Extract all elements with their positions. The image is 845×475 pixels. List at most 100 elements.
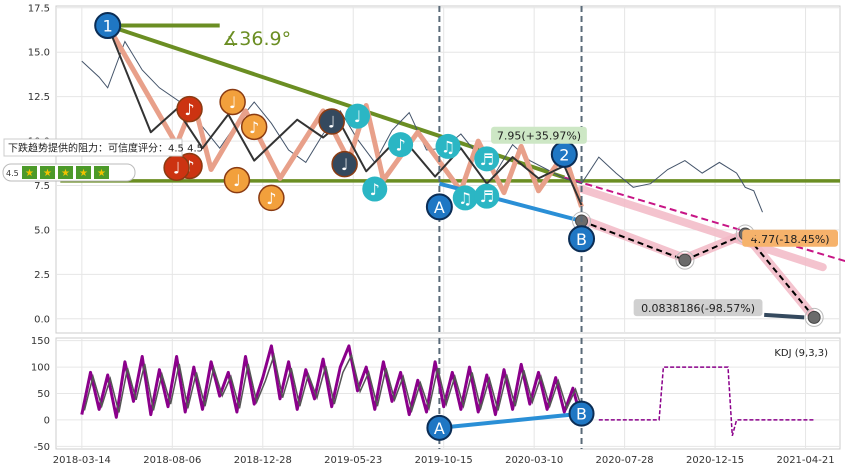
rating-star-box (76, 166, 91, 179)
zigzag-trend-line (106, 25, 583, 206)
note-marker-glyph: ♫ (441, 137, 455, 156)
mid-label-arrow (747, 232, 761, 241)
note-marker-circle (258, 184, 285, 212)
x-tick-label: 2018-12-28 (234, 455, 292, 466)
peak-label: 7.95(+35.97%) (491, 126, 587, 144)
projection-point-ring (675, 250, 695, 270)
note-marker-circle (176, 95, 203, 123)
price-y-tick-label: 2.5 (34, 270, 50, 281)
note-marker-circle (435, 133, 461, 159)
note-marker-glyph: ♩ (328, 113, 336, 132)
mid-label-bg (742, 229, 838, 247)
note-marker-circle (240, 113, 268, 141)
price-y-tick-label: 17.5 (28, 3, 50, 14)
kdj-y-tick-label: 100 (31, 363, 50, 374)
rating-badge: 4.5 ★ ★ ★ ★ ★ (2, 163, 136, 182)
price-y-tick-label: 5.0 (34, 225, 50, 236)
resistance-note-bg (3, 138, 183, 157)
wave-marker-circle (94, 12, 122, 40)
zigzag-wave-line (105, 24, 584, 208)
peak-label-text: 7.95(+35.97%) (497, 130, 581, 143)
x-tick-label: 2021-04-21 (776, 455, 834, 466)
x-tick-label: 2019-10-15 (415, 455, 473, 466)
kdj-y-tick-label: 0 (44, 415, 50, 426)
note-marker: ♩ (219, 88, 246, 116)
rating-star-icon: ★ (61, 168, 70, 179)
note-marker-circle (223, 166, 251, 194)
note-marker: ♫ (435, 133, 461, 159)
note-marker-glyph: ♬ (480, 150, 494, 169)
note-marker-circle (474, 146, 500, 172)
kdj-marker-label: A (434, 419, 445, 438)
wave-marker-label: A (434, 198, 445, 217)
note-marker-glyph: ♪ (266, 189, 276, 208)
note-marker: ♪ (388, 132, 414, 158)
note-marker: ♩ (331, 150, 358, 178)
note-marker: ♩ (345, 103, 371, 129)
kdj-marker-circle (426, 414, 453, 441)
rating-badge-value: 4.5 (6, 169, 19, 178)
note-marker-glyph: ♪ (370, 180, 380, 199)
kdj-y-tick-label: -50 (34, 442, 50, 453)
rating-star-box (58, 166, 73, 179)
kdj-legend: KDJ (9,3,3) (774, 348, 828, 359)
note-marker-circle (318, 108, 345, 135)
projection-point (678, 253, 692, 267)
kdj-d-line (83, 352, 585, 415)
note-marker-circle (345, 103, 371, 129)
mid-label-text: 4.77(-18.45%) (751, 233, 830, 246)
peak-label-bg (491, 126, 587, 144)
low-label-bg (633, 299, 763, 317)
kdj-ab-line (439, 411, 582, 430)
price-y-tick-label: 0.0 (34, 314, 50, 325)
low-label: 0.0838186(-98.57%) (633, 299, 763, 317)
wave-marker-label: 1 (103, 17, 113, 36)
x-tick-label: 2020-07-28 (596, 455, 654, 466)
price-y-tick-label: 7.5 (34, 181, 50, 192)
note-marker: ♪ (258, 184, 285, 212)
wave-marker-circle (425, 193, 453, 221)
rating-star-icon: ★ (79, 168, 88, 179)
note-marker: ♬ (474, 183, 500, 209)
mid-label: 4.77(-18.45%) (742, 229, 838, 247)
kdj-marker: A (426, 414, 453, 441)
kdj-marker-label: B (576, 405, 587, 424)
note-marker-glyph: ♫ (458, 189, 472, 208)
resistance-projection (564, 176, 845, 263)
price-y-tick-label: 15.0 (28, 48, 50, 59)
note-marker: ♫ (452, 185, 478, 211)
wave-marker-label: B (576, 230, 587, 249)
kdj-marker: B (568, 400, 595, 427)
note-marker: ♩ (163, 154, 190, 181)
note-marker-glyph: ♩ (354, 107, 362, 126)
note-marker: ♪ (176, 95, 203, 123)
wave-marker: 1 (94, 12, 122, 40)
note-marker-circle (388, 132, 414, 158)
wave-marker: 2 (550, 140, 578, 168)
note-marker-glyph: ♩ (341, 155, 349, 174)
note-marker: ♪ (240, 113, 268, 141)
note-marker-circle (362, 176, 388, 202)
projection-point-ring (804, 307, 824, 327)
x-tick-label: 2018-03-14 (53, 455, 111, 466)
kdj-y-tick-label: 150 (31, 336, 50, 347)
note-marker: ♬ (474, 146, 500, 172)
kdj-y-tick-label: 50 (37, 389, 50, 400)
note-marker-glyph: ♪ (249, 118, 259, 137)
wave-marker: A (425, 193, 453, 221)
note-marker: ♩ (223, 166, 251, 194)
wave-marker-circle (568, 225, 596, 253)
rating-star-icon: ★ (97, 168, 106, 179)
note-marker-glyph: ♬ (480, 187, 494, 206)
low-label-text: 0.0838186(-98.57%) (641, 302, 755, 315)
x-tick-label: 2018-08-06 (143, 455, 201, 466)
resistance-note: 下跌趋势提供的阻力：可信度评分：4.5 4.5 (3, 138, 203, 157)
note-marker: ♪ (362, 176, 388, 202)
resistance-note-text: 下跌趋势提供的阻力：可信度评分：4.5 4.5 (8, 142, 203, 155)
angle-text: ∡36.9° (222, 28, 291, 50)
projection-dashed-line (581, 220, 815, 319)
kdj-marker-circle (568, 400, 595, 427)
note-marker-glyph: ♪ (184, 100, 194, 119)
